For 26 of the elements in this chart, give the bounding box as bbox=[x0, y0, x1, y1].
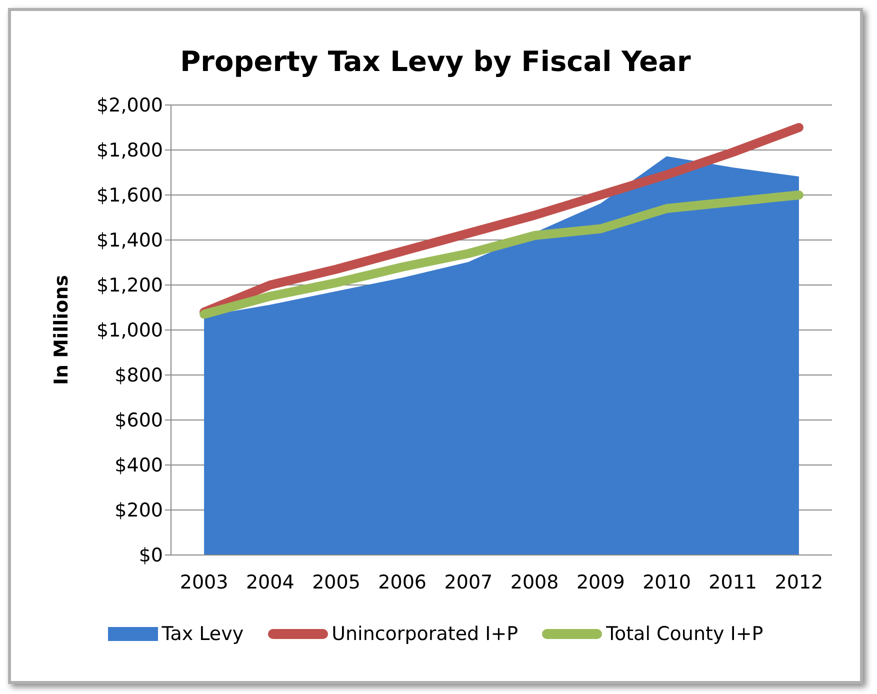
x-tick-label: 2012 bbox=[774, 571, 824, 594]
legend-label: Unincorporated I+P bbox=[332, 623, 518, 645]
y-tick-label: $2,000 bbox=[96, 94, 163, 117]
y-tick-label: $1,000 bbox=[96, 320, 163, 342]
y-tick-label: $1,600 bbox=[96, 184, 163, 207]
y-tick-label: $1,200 bbox=[96, 274, 163, 297]
x-tick-label: 2006 bbox=[378, 571, 427, 594]
y-tick-label: $200 bbox=[114, 500, 163, 522]
chart-title: Property Tax Levy by Fiscal Year bbox=[179, 45, 692, 80]
y-tick-label: $600 bbox=[114, 410, 163, 432]
y-tick-label: $400 bbox=[114, 454, 163, 477]
x-tick-label: 2009 bbox=[576, 571, 625, 594]
y-axis-title: In Millions bbox=[50, 274, 73, 386]
x-tick-label: 2003 bbox=[180, 571, 228, 594]
y-tick-label: $0 bbox=[138, 544, 163, 567]
x-tick-label: 2011 bbox=[708, 571, 758, 594]
y-tick-label: $1,400 bbox=[96, 230, 163, 252]
x-tick-label: 2004 bbox=[246, 571, 294, 594]
legend-label: Total County I+P bbox=[606, 623, 764, 645]
legend-label: Tax Levy bbox=[162, 623, 244, 645]
y-tick-label: $1,800 bbox=[96, 140, 163, 162]
y-tick-label: $800 bbox=[114, 364, 163, 387]
x-tick-label: 2005 bbox=[312, 571, 360, 594]
x-tick-label: 2010 bbox=[642, 571, 691, 594]
x-tick-label: 2008 bbox=[510, 571, 559, 594]
x-tick-label: 2007 bbox=[444, 571, 493, 594]
